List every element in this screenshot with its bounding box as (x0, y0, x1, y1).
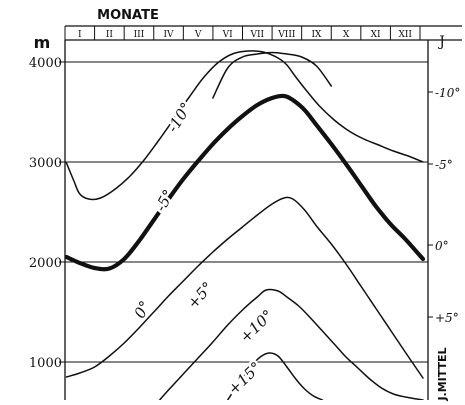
isotherm-line (65, 50, 424, 201)
right-tick-label: +5° (435, 311, 459, 325)
isotherm-line (65, 196, 424, 379)
isotherm-labels: -10°-5°0° +5°+10°+15° (128, 97, 279, 401)
month-label: VI (222, 30, 233, 40)
isotherm-label: -10° (164, 99, 196, 135)
isotherm-label: +10° (236, 306, 277, 346)
month-header: I II III IV V VI VII VIII IX X XI XII (64, 25, 462, 41)
y-axis-ticks: 4000 3000 2000 1000 (29, 56, 65, 371)
right-axis-title: J (437, 34, 445, 50)
month-label: III (134, 30, 145, 40)
isotherm-label: +5° (184, 278, 217, 312)
isotherm-label: 0° (131, 298, 155, 322)
month-label: II (106, 30, 114, 40)
y-tick-label: 4000 (29, 56, 62, 71)
month-label: I (78, 30, 82, 40)
annual-mean-label: J.MITTEL (436, 347, 449, 401)
grid-lines (65, 61, 428, 363)
month-label: IX (311, 30, 322, 40)
isotherm-line (65, 93, 426, 272)
isotherm-line (226, 352, 324, 400)
right-axis-ticks: -10° -5° 0° +5° (428, 86, 460, 325)
month-label: VII (249, 30, 264, 40)
y-tick-label: 3000 (29, 156, 62, 171)
isotherm-label: +15° (224, 358, 265, 398)
isotherm-line (212, 51, 333, 99)
y-tick-label: 1000 (29, 356, 62, 371)
month-label: X (343, 30, 350, 40)
isotherm-line (158, 288, 424, 400)
month-label: VIII (277, 30, 296, 40)
month-label: IV (164, 30, 175, 40)
chart-title: MONATE (97, 8, 159, 23)
right-tick-label: 0° (435, 239, 449, 253)
month-label: V (194, 30, 202, 40)
right-tick-label: -5° (435, 158, 453, 172)
month-label: XII (398, 30, 412, 40)
plot-frame (64, 40, 429, 400)
right-tick-label: -10° (435, 86, 460, 100)
month-label: XI (371, 30, 381, 40)
y-tick-label: 2000 (29, 256, 62, 271)
isotherm-series (65, 50, 426, 400)
y-axis-title: m (34, 33, 51, 52)
